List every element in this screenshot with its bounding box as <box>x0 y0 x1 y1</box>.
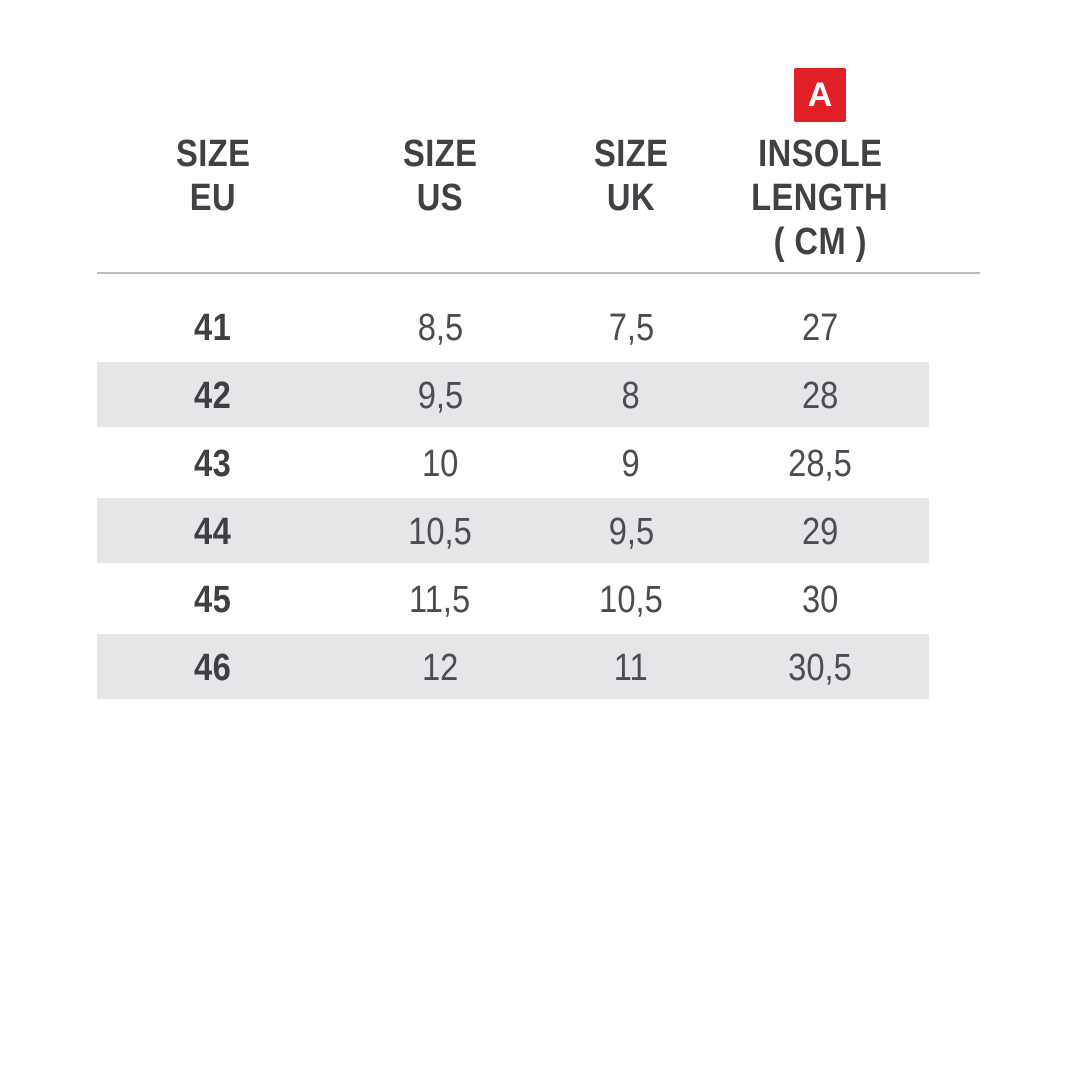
cell-size-uk: 7,5 <box>608 307 654 349</box>
cell-size-us: 9,5 <box>417 375 463 417</box>
table-header: SIZE EU SIZE US SIZE UK INSOLE LENGTH ( … <box>97 132 929 264</box>
insole-a-badge: A <box>794 68 846 122</box>
header-insole-line1: INSOLE <box>757 133 883 175</box>
cell-size-us: 10 <box>421 443 459 485</box>
table-row: 45 11,5 10,5 30 <box>97 566 929 634</box>
cell-size-us: 12 <box>421 647 459 689</box>
cell-size-uk: 8 <box>621 375 641 417</box>
cell-size-us: 8,5 <box>417 307 463 349</box>
cell-size-eu: 46 <box>194 647 232 689</box>
cell-size-us: 11,5 <box>409 579 471 621</box>
cell-insole-length: 29 <box>801 511 839 553</box>
cell-size-uk: 9,5 <box>608 511 654 553</box>
header-insole-line3: ( CM ) <box>773 221 867 263</box>
header-divider <box>97 272 980 274</box>
cell-insole-length: 27 <box>801 307 839 349</box>
cell-insole-length: 30 <box>801 579 839 621</box>
table-row: 41 8,5 7,5 27 <box>97 294 929 362</box>
table-row: 44 10,5 9,5 29 <box>97 498 929 566</box>
header-insole-length: INSOLE LENGTH ( CM ) <box>711 132 929 264</box>
cell-size-uk: 9 <box>621 443 641 485</box>
header-insole-line2: LENGTH <box>751 177 889 219</box>
cell-insole-length: 28 <box>801 375 839 417</box>
header-size-eu-line2: EU <box>189 177 237 219</box>
cell-size-uk: 10,5 <box>599 579 663 621</box>
header-size-us-line1: SIZE <box>402 133 478 175</box>
header-size-uk-line2: UK <box>606 177 656 219</box>
cell-insole-length: 30,5 <box>788 647 852 689</box>
header-size-eu: SIZE EU <box>97 132 329 264</box>
header-size-uk-line1: SIZE <box>593 133 669 175</box>
badge-row: A <box>97 68 929 122</box>
table-body: 41 8,5 7,5 27 42 9,5 8 28 43 10 9 28,5 4… <box>97 294 980 702</box>
header-size-eu-line1: SIZE <box>175 133 251 175</box>
header-size-uk: SIZE UK <box>551 132 711 264</box>
cell-size-eu: 44 <box>194 511 232 553</box>
cell-size-eu: 43 <box>194 443 232 485</box>
cell-size-eu: 41 <box>194 307 232 349</box>
size-conversion-table: A SIZE EU SIZE US SIZE UK INSOLE LENGTH … <box>97 0 980 720</box>
cell-size-eu: 42 <box>194 375 232 417</box>
header-size-us: SIZE US <box>329 132 551 264</box>
cell-size-uk: 11 <box>614 647 648 689</box>
cell-insole-length: 28,5 <box>788 443 852 485</box>
insole-badge-cell: A <box>711 68 929 122</box>
table-row: 46 12 11 30,5 <box>97 634 929 702</box>
header-size-us-line2: US <box>416 177 464 219</box>
table-row: 43 10 9 28,5 <box>97 430 929 498</box>
cell-size-us: 10,5 <box>408 511 472 553</box>
cell-size-eu: 45 <box>194 579 232 621</box>
table-row: 42 9,5 8 28 <box>97 362 929 430</box>
